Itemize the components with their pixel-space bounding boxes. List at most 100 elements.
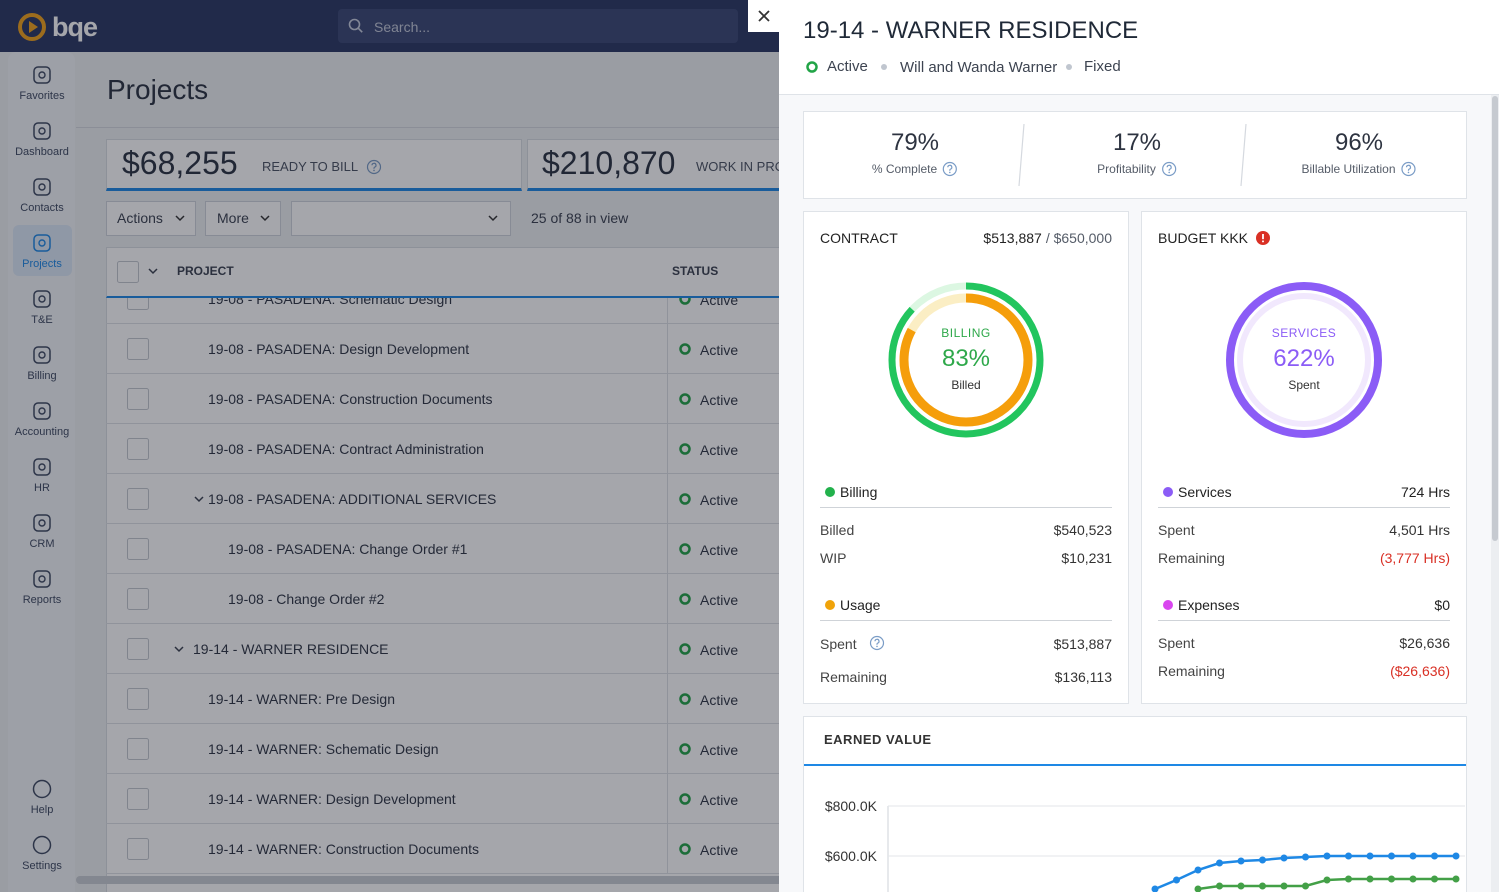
table-row[interactable] [106,574,806,624]
sidebar [8,52,75,892]
row-checkbox[interactable] [127,788,149,810]
table-row[interactable] [106,774,806,824]
status-text: Active [700,292,739,308]
donut-caption: Billed [951,378,981,392]
row-checkbox[interactable] [127,838,149,860]
search-icon [348,18,363,33]
project-name: 19-08 - PASADENA: ADDITIONAL SERVICES [208,491,497,507]
series-point [1216,882,1223,890]
table-row[interactable] [106,324,806,374]
help-icon [366,159,382,175]
row-checkbox[interactable] [127,688,149,710]
view-dropdown[interactable] [291,201,511,236]
series-point [1452,852,1460,860]
nav-item[interactable]: HR [34,482,50,494]
nav-icon [33,570,51,588]
nav-icon-part [33,570,51,588]
series-point [1280,854,1288,862]
table-row[interactable] [106,374,806,424]
row-checkbox[interactable] [127,538,149,560]
table-row[interactable] [106,474,806,524]
nav-icon [33,122,51,140]
nav-item[interactable]: Reports [22,594,62,606]
series-point [1216,859,1223,867]
status-text: Active [700,592,739,608]
header-checkbox[interactable] [117,261,139,283]
row-checkbox[interactable] [127,288,149,310]
nav-icon-part [38,239,46,247]
panel-title: 19-14 - WARNER RESIDENCE [803,17,1139,44]
nav-icon-part [33,290,51,308]
row-checkbox[interactable] [127,588,149,610]
row-value: $136,113 [1054,669,1112,685]
row-checkbox[interactable] [127,638,149,660]
billing-donut-part [899,293,1033,427]
status-ring-part [679,493,691,505]
nav-icon-part [33,346,51,364]
table-row[interactable] [106,298,806,324]
series-point [1151,885,1159,892]
help-icon-part [874,638,880,645]
legend-dot-part [825,487,835,497]
column-divider [667,624,668,674]
series-point [1366,852,1374,860]
row-label: Remaining [820,669,887,685]
nav-icon-part [32,779,52,799]
row-checkbox-part [127,388,149,410]
nav-item[interactable]: Contacts [20,202,64,214]
row-checkbox[interactable] [127,488,149,510]
services-donut [1226,282,1382,438]
chevron [260,215,270,222]
nav-item[interactable]: Help [30,804,54,816]
table-row[interactable] [106,524,806,574]
help-icon-part [869,635,885,651]
stat-label: Profitability [1097,162,1156,176]
card-title: CONTRACT [820,230,898,246]
stat-label-group: % Complete [872,158,958,180]
nav-item[interactable]: Billing [27,370,57,382]
separator-dot-part [1066,64,1072,70]
table-row[interactable] [106,624,806,674]
search-box[interactable] [338,9,738,43]
series-point [1431,875,1438,883]
nav-item[interactable]: Dashboard [15,146,69,158]
row-checkbox[interactable] [127,738,149,760]
series-point [1431,852,1438,860]
legend-dot [825,600,835,610]
row-checkbox[interactable] [127,338,149,360]
legend-dot [825,487,835,497]
table-row[interactable] [106,724,806,774]
nav-item[interactable]: Projects [22,258,62,270]
nav-icon-part [38,407,46,415]
row-value: $10,231 [1061,550,1112,566]
series-point [1237,857,1245,865]
nav-item[interactable]: T&E [31,314,53,326]
nav-item[interactable]: Accounting [14,426,70,438]
nav-icon-part [38,295,46,303]
nav-item[interactable]: Settings [22,860,62,872]
help-icon [1401,161,1416,177]
series-point [1409,875,1417,883]
table-row[interactable] [106,824,806,874]
row-checkbox[interactable] [127,438,149,460]
section-divider [820,507,1112,508]
table-row[interactable] [106,674,806,724]
column-divider [667,324,668,374]
nav-item[interactable]: Favorites [19,90,65,102]
status-ring [679,593,691,605]
series-point [1323,876,1331,884]
more-button[interactable] [205,201,281,236]
project-name: 19-08 - Change Order #2 [228,591,385,607]
project-name: 19-14 - WARNER: Construction Documents [208,841,480,857]
help-icon-part [943,161,958,177]
panel-scroll-thumb [1492,96,1498,541]
nav-icon [33,402,51,420]
help-icon [1161,161,1176,177]
status-text: Active [700,542,739,558]
chevron [488,215,498,222]
nav-item[interactable]: CRM [29,538,55,550]
close-icon-part [758,10,770,22]
row-checkbox[interactable] [127,388,149,410]
table-row[interactable] [106,424,806,474]
status-ring-part [679,298,691,305]
